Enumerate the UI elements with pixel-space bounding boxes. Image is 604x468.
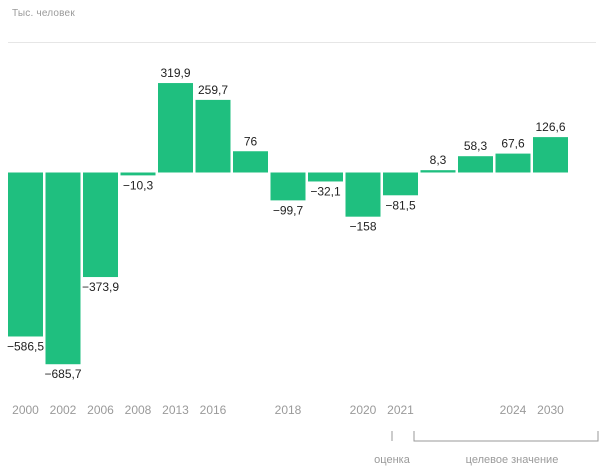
bar-14 bbox=[533, 137, 568, 173]
value-label-13: 67,6 bbox=[501, 137, 525, 151]
value-label-7: −99,7 bbox=[273, 203, 304, 217]
y-axis-label: Тыс. человек bbox=[12, 8, 75, 19]
bars-group bbox=[8, 83, 568, 365]
bar-8 bbox=[308, 172, 343, 182]
value-label-3: −10,3 bbox=[123, 178, 154, 192]
value-label-8: −32,1 bbox=[310, 184, 341, 198]
value-label-6: 76 bbox=[244, 134, 258, 148]
value-label-0: −586,5 bbox=[7, 339, 44, 353]
value-label-1: −685,7 bbox=[44, 367, 81, 381]
bar-9 bbox=[345, 172, 381, 217]
x-tick-label-14: 2030 bbox=[537, 403, 564, 417]
target-label: целевое значение bbox=[466, 454, 559, 466]
target-bracket bbox=[413, 431, 599, 442]
bar-13 bbox=[495, 153, 531, 173]
x-tick-label-3: 2008 bbox=[125, 403, 152, 417]
x-tick-labels-group: 2000 2002 2006 2008 2013 2016 2018 2020 2021 2024… bbox=[12, 403, 564, 417]
bar-6 bbox=[233, 151, 268, 173]
x-tick-label-5: 2016 bbox=[200, 403, 227, 417]
annotation-group: оценка целевое значение bbox=[374, 431, 599, 466]
value-label-12: 58,3 bbox=[464, 139, 488, 153]
estimate-label: оценка bbox=[374, 454, 411, 466]
x-tick-label-2: 2006 bbox=[87, 403, 114, 417]
x-tick-label-4: 2013 bbox=[162, 403, 189, 417]
bar-2 bbox=[83, 172, 118, 278]
bar-10 bbox=[383, 172, 418, 196]
x-tick-label-0: 2000 bbox=[12, 403, 39, 417]
x-tick-label-10: 2021 bbox=[387, 403, 414, 417]
x-tick-label-7: 2018 bbox=[275, 403, 302, 417]
value-label-9: −158 bbox=[349, 220, 376, 234]
value-label-5: 259,7 bbox=[198, 83, 228, 97]
value-label-2: −373,9 bbox=[82, 280, 119, 294]
bar-3 bbox=[120, 172, 156, 176]
value-label-14: 126,6 bbox=[535, 120, 565, 134]
top-divider bbox=[8, 42, 596, 43]
bar-4 bbox=[158, 83, 193, 173]
x-tick-label-9: 2020 bbox=[350, 403, 377, 417]
value-label-10: −81,5 bbox=[385, 198, 416, 212]
x-tick-label-1: 2002 bbox=[50, 403, 77, 417]
bar-7 bbox=[270, 172, 306, 201]
bar-5 bbox=[195, 99, 231, 173]
bar-12 bbox=[458, 156, 493, 173]
value-labels-group: −586,5−685,7 −373,9 −10,3 319,9 259,7 76 −99,7… bbox=[7, 66, 566, 381]
value-label-4: 319,9 bbox=[160, 66, 190, 80]
bar-0 bbox=[8, 172, 43, 337]
value-label-11: 8,3 bbox=[430, 153, 447, 167]
bar-1 bbox=[45, 172, 81, 365]
x-tick-label-13: 2024 bbox=[500, 403, 527, 417]
bar-11 bbox=[420, 170, 456, 173]
